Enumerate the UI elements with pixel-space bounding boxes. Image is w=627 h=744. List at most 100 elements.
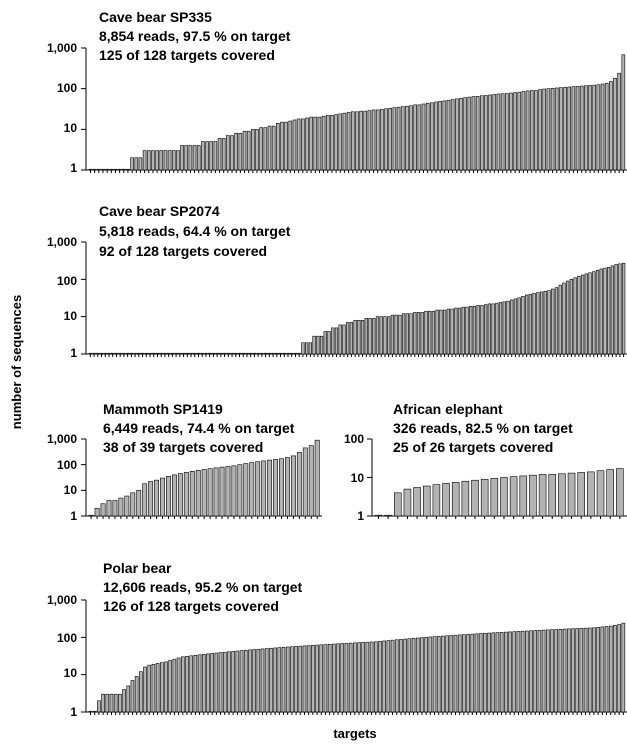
bar xyxy=(566,280,570,355)
bar xyxy=(275,352,279,355)
bar xyxy=(498,302,503,355)
bar xyxy=(256,352,260,355)
bar xyxy=(185,352,189,355)
bar xyxy=(364,318,368,355)
bar xyxy=(457,307,462,355)
bar xyxy=(340,643,345,713)
bar xyxy=(465,306,469,355)
bar xyxy=(519,475,528,517)
bar xyxy=(181,352,186,355)
bar xyxy=(508,631,512,713)
bar xyxy=(610,265,615,355)
bar xyxy=(521,296,525,355)
bar xyxy=(439,309,443,355)
bar xyxy=(213,467,219,517)
bar xyxy=(122,352,126,355)
bar xyxy=(401,313,406,355)
bar xyxy=(234,132,238,171)
bar xyxy=(596,627,600,713)
bar xyxy=(502,301,506,355)
bar xyxy=(99,352,104,355)
bar xyxy=(559,87,563,171)
bar xyxy=(327,331,331,355)
bar xyxy=(357,642,361,713)
bar xyxy=(309,116,313,171)
bar xyxy=(92,710,97,713)
bar xyxy=(285,457,290,517)
y-axis-label: number of sequences xyxy=(9,295,24,429)
bar xyxy=(159,150,164,171)
bars-group xyxy=(367,438,627,519)
bar xyxy=(139,671,143,713)
bar xyxy=(148,352,152,355)
bar xyxy=(112,500,118,517)
bar xyxy=(483,304,488,355)
bar xyxy=(130,157,134,171)
reads-summary: 8,854 reads, 97.5 % on target xyxy=(99,28,291,44)
bar xyxy=(183,472,189,517)
bar xyxy=(319,335,324,355)
bar xyxy=(225,466,231,517)
bar xyxy=(558,284,562,355)
bar xyxy=(513,298,518,355)
bar xyxy=(284,121,288,171)
bar xyxy=(215,352,219,355)
bar xyxy=(308,342,312,355)
bar xyxy=(271,352,275,355)
y-axis xyxy=(367,438,627,517)
bar xyxy=(134,676,139,713)
bar xyxy=(567,86,572,171)
bar xyxy=(424,310,428,355)
bar xyxy=(178,352,182,355)
y-tick-label: 1,000 xyxy=(47,432,77,446)
bars-group xyxy=(81,241,627,357)
bar xyxy=(311,645,315,713)
bar xyxy=(210,653,214,713)
bar xyxy=(143,666,147,713)
bar xyxy=(455,98,459,171)
bar xyxy=(534,90,538,171)
bar xyxy=(138,157,143,171)
bar xyxy=(142,483,148,517)
bar xyxy=(513,92,517,171)
bar xyxy=(428,636,433,713)
bar xyxy=(214,652,219,713)
bar xyxy=(380,109,384,171)
bar xyxy=(587,627,592,713)
bar xyxy=(483,633,487,713)
bar xyxy=(237,464,243,517)
bar xyxy=(290,455,296,517)
bar xyxy=(334,114,338,171)
bar xyxy=(152,352,156,355)
bar xyxy=(301,342,305,355)
bar xyxy=(450,99,455,171)
bar xyxy=(103,352,107,355)
bar xyxy=(588,85,592,171)
bar xyxy=(125,352,130,355)
bar xyxy=(92,168,97,171)
bar xyxy=(577,276,581,355)
bar xyxy=(500,93,505,171)
bar xyxy=(315,644,319,713)
bar xyxy=(390,314,395,355)
y-tick-label: 100 xyxy=(57,81,77,95)
bar xyxy=(166,476,171,517)
bar xyxy=(384,514,392,517)
bar xyxy=(227,651,231,713)
x-axis-label: targets xyxy=(333,726,376,741)
bar xyxy=(353,319,357,355)
bar xyxy=(118,693,122,713)
bar xyxy=(516,631,521,713)
bar xyxy=(442,309,447,355)
bar xyxy=(255,129,259,171)
bar xyxy=(201,469,207,517)
bar xyxy=(428,310,432,355)
bar xyxy=(604,626,609,713)
bar xyxy=(487,632,491,713)
bar xyxy=(390,639,395,713)
bar xyxy=(332,643,336,713)
bar xyxy=(454,307,458,355)
bar xyxy=(461,480,470,517)
bar xyxy=(613,77,617,171)
panel-polar-bear: Polar bear 12,606 reads, 95.2 % on targe… xyxy=(47,560,627,719)
